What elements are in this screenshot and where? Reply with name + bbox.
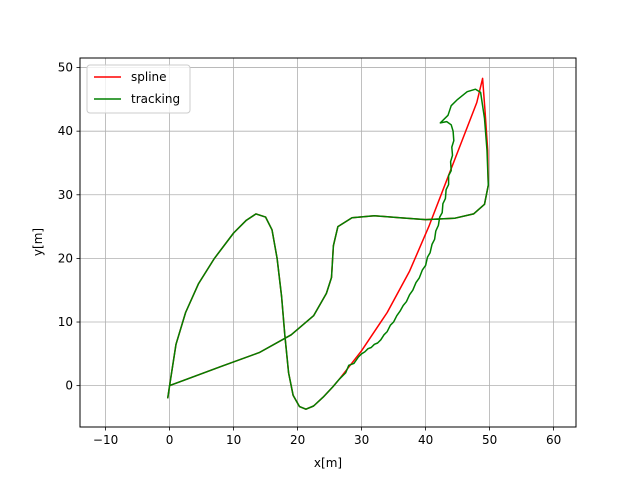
x-axis-label: x[m] [314, 456, 342, 470]
legend-label-tracking: tracking [131, 92, 180, 106]
x-tick-label: 0 [166, 433, 174, 447]
series-layer [166, 77, 490, 410]
y-tick-label: 50 [58, 61, 73, 75]
plot-area-background [80, 58, 576, 427]
x-tick-label: 50 [482, 433, 497, 447]
y-tick-label: 20 [58, 251, 73, 265]
legend-label-spline: spline [131, 70, 167, 84]
plot-frame [79, 57, 577, 428]
y-tick-label: 10 [58, 315, 73, 329]
y-tick-label: 0 [65, 379, 73, 393]
legend: spline tracking [86, 64, 191, 114]
x-tick-label: 10 [226, 433, 241, 447]
x-tick-label: 30 [354, 433, 369, 447]
x-tick-label: −10 [93, 433, 118, 447]
grid-lines [80, 58, 576, 427]
x-tick-label: 20 [290, 433, 305, 447]
x-tick-label: 60 [546, 433, 561, 447]
y-tick-label: 40 [58, 124, 73, 138]
y-axis-label: y[m] [31, 228, 45, 256]
x-tick-label: 40 [418, 433, 433, 447]
tracking-line [166, 88, 490, 410]
axis-ticks: −10 0 10 20 30 40 50 60 0 10 20 30 40 50 [58, 61, 562, 447]
y-tick-label: 30 [58, 188, 73, 202]
